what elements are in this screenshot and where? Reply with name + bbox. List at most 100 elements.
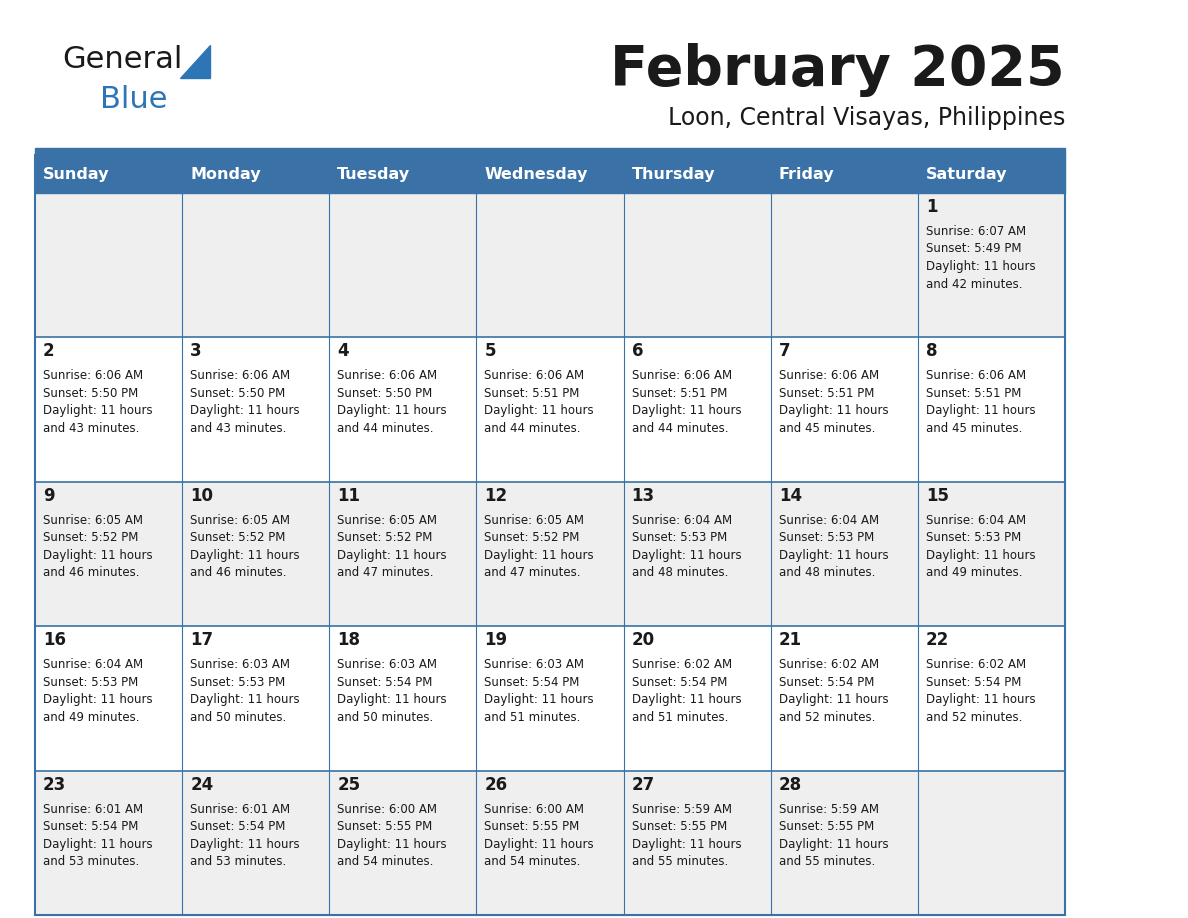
Bar [918, 338, 1064, 482]
Bar [918, 626, 1064, 770]
Text: Sunrise: 5:59 AM
Sunset: 5:55 PM
Daylight: 11 hours
and 55 minutes.: Sunrise: 5:59 AM Sunset: 5:55 PM Dayligh… [778, 802, 889, 868]
Text: Sunrise: 6:05 AM
Sunset: 5:52 PM
Daylight: 11 hours
and 46 minutes.: Sunrise: 6:05 AM Sunset: 5:52 PM Dayligh… [43, 514, 152, 579]
Bar [771, 193, 918, 338]
Text: General: General [62, 46, 183, 74]
Text: Monday: Monday [190, 166, 261, 182]
Text: Sunrise: 6:03 AM
Sunset: 5:54 PM
Daylight: 11 hours
and 50 minutes.: Sunrise: 6:03 AM Sunset: 5:54 PM Dayligh… [337, 658, 447, 723]
Text: Sunrise: 6:03 AM
Sunset: 5:53 PM
Daylight: 11 hours
and 50 minutes.: Sunrise: 6:03 AM Sunset: 5:53 PM Dayligh… [190, 658, 299, 723]
Bar [771, 770, 918, 915]
Text: February 2025: February 2025 [611, 43, 1064, 97]
Bar [476, 193, 624, 338]
Text: 3: 3 [190, 342, 202, 361]
Text: Sunrise: 6:06 AM
Sunset: 5:51 PM
Daylight: 11 hours
and 44 minutes.: Sunrise: 6:06 AM Sunset: 5:51 PM Dayligh… [485, 369, 594, 435]
Text: Sunrise: 6:07 AM
Sunset: 5:49 PM
Daylight: 11 hours
and 42 minutes.: Sunrise: 6:07 AM Sunset: 5:49 PM Dayligh… [925, 225, 1036, 290]
Polygon shape [181, 45, 210, 78]
Bar [182, 626, 329, 770]
Text: Sunrise: 6:04 AM
Sunset: 5:53 PM
Daylight: 11 hours
and 49 minutes.: Sunrise: 6:04 AM Sunset: 5:53 PM Dayligh… [925, 514, 1036, 579]
Text: 7: 7 [778, 342, 790, 361]
Bar [34, 482, 182, 626]
Bar [771, 338, 918, 482]
Text: Blue: Blue [100, 85, 168, 115]
Bar [182, 155, 329, 193]
Text: Sunrise: 5:59 AM
Sunset: 5:55 PM
Daylight: 11 hours
and 55 minutes.: Sunrise: 5:59 AM Sunset: 5:55 PM Dayligh… [632, 802, 741, 868]
Text: 19: 19 [485, 632, 507, 649]
Bar [34, 193, 182, 338]
Text: Sunrise: 6:04 AM
Sunset: 5:53 PM
Daylight: 11 hours
and 48 minutes.: Sunrise: 6:04 AM Sunset: 5:53 PM Dayligh… [632, 514, 741, 579]
Bar [34, 338, 182, 482]
Bar [329, 770, 476, 915]
Bar [182, 770, 329, 915]
Text: Sunrise: 6:01 AM
Sunset: 5:54 PM
Daylight: 11 hours
and 53 minutes.: Sunrise: 6:01 AM Sunset: 5:54 PM Dayligh… [43, 802, 152, 868]
Text: 15: 15 [925, 487, 949, 505]
Bar [182, 482, 329, 626]
Bar [771, 482, 918, 626]
Bar [624, 193, 771, 338]
Bar [476, 155, 624, 193]
Text: 20: 20 [632, 632, 655, 649]
Bar [34, 155, 1064, 915]
Text: Sunrise: 6:00 AM
Sunset: 5:55 PM
Daylight: 11 hours
and 54 minutes.: Sunrise: 6:00 AM Sunset: 5:55 PM Dayligh… [337, 802, 447, 868]
Bar [918, 482, 1064, 626]
Text: Sunrise: 6:06 AM
Sunset: 5:50 PM
Daylight: 11 hours
and 43 minutes.: Sunrise: 6:06 AM Sunset: 5:50 PM Dayligh… [190, 369, 299, 435]
Text: 14: 14 [778, 487, 802, 505]
Bar [476, 770, 624, 915]
Text: 9: 9 [43, 487, 55, 505]
Text: Sunrise: 6:03 AM
Sunset: 5:54 PM
Daylight: 11 hours
and 51 minutes.: Sunrise: 6:03 AM Sunset: 5:54 PM Dayligh… [485, 658, 594, 723]
Text: Sunrise: 6:06 AM
Sunset: 5:51 PM
Daylight: 11 hours
and 44 minutes.: Sunrise: 6:06 AM Sunset: 5:51 PM Dayligh… [632, 369, 741, 435]
Text: Sunday: Sunday [43, 166, 109, 182]
Bar [918, 155, 1064, 193]
Text: 23: 23 [43, 776, 67, 793]
Bar [329, 193, 476, 338]
Bar [34, 770, 182, 915]
Text: 27: 27 [632, 776, 655, 793]
Text: 12: 12 [485, 487, 507, 505]
Text: Sunrise: 6:06 AM
Sunset: 5:51 PM
Daylight: 11 hours
and 45 minutes.: Sunrise: 6:06 AM Sunset: 5:51 PM Dayligh… [925, 369, 1036, 435]
Text: 1: 1 [925, 198, 937, 216]
Text: 4: 4 [337, 342, 349, 361]
Text: 22: 22 [925, 632, 949, 649]
Text: 17: 17 [190, 632, 214, 649]
Text: 28: 28 [778, 776, 802, 793]
Bar [918, 193, 1064, 338]
Text: Sunrise: 6:02 AM
Sunset: 5:54 PM
Daylight: 11 hours
and 52 minutes.: Sunrise: 6:02 AM Sunset: 5:54 PM Dayligh… [778, 658, 889, 723]
Bar [476, 626, 624, 770]
Bar [34, 626, 182, 770]
Bar [771, 155, 918, 193]
Bar [624, 155, 771, 193]
Bar [624, 338, 771, 482]
Text: Friday: Friday [778, 166, 834, 182]
Text: Thursday: Thursday [632, 166, 715, 182]
Text: Sunrise: 6:06 AM
Sunset: 5:51 PM
Daylight: 11 hours
and 45 minutes.: Sunrise: 6:06 AM Sunset: 5:51 PM Dayligh… [778, 369, 889, 435]
Text: 18: 18 [337, 632, 360, 649]
Bar [329, 626, 476, 770]
Text: Sunrise: 6:06 AM
Sunset: 5:50 PM
Daylight: 11 hours
and 43 minutes.: Sunrise: 6:06 AM Sunset: 5:50 PM Dayligh… [43, 369, 152, 435]
Text: Sunrise: 6:05 AM
Sunset: 5:52 PM
Daylight: 11 hours
and 46 minutes.: Sunrise: 6:05 AM Sunset: 5:52 PM Dayligh… [190, 514, 299, 579]
Text: 16: 16 [43, 632, 67, 649]
Text: 26: 26 [485, 776, 507, 793]
Text: Sunrise: 6:04 AM
Sunset: 5:53 PM
Daylight: 11 hours
and 49 minutes.: Sunrise: 6:04 AM Sunset: 5:53 PM Dayligh… [43, 658, 152, 723]
Bar [476, 482, 624, 626]
Text: Sunrise: 6:05 AM
Sunset: 5:52 PM
Daylight: 11 hours
and 47 minutes.: Sunrise: 6:05 AM Sunset: 5:52 PM Dayligh… [337, 514, 447, 579]
Text: 25: 25 [337, 776, 360, 793]
Text: Sunrise: 6:04 AM
Sunset: 5:53 PM
Daylight: 11 hours
and 48 minutes.: Sunrise: 6:04 AM Sunset: 5:53 PM Dayligh… [778, 514, 889, 579]
Text: Sunrise: 6:06 AM
Sunset: 5:50 PM
Daylight: 11 hours
and 44 minutes.: Sunrise: 6:06 AM Sunset: 5:50 PM Dayligh… [337, 369, 447, 435]
Text: Saturday: Saturday [925, 166, 1007, 182]
Bar [182, 338, 329, 482]
Text: 11: 11 [337, 487, 360, 505]
Bar [918, 770, 1064, 915]
Text: 2: 2 [43, 342, 55, 361]
Text: 21: 21 [778, 632, 802, 649]
Text: Sunrise: 6:00 AM
Sunset: 5:55 PM
Daylight: 11 hours
and 54 minutes.: Sunrise: 6:00 AM Sunset: 5:55 PM Dayligh… [485, 802, 594, 868]
Text: 13: 13 [632, 487, 655, 505]
Bar [624, 482, 771, 626]
Bar [34, 148, 1064, 155]
Text: Tuesday: Tuesday [337, 166, 410, 182]
Bar [476, 338, 624, 482]
Bar [329, 338, 476, 482]
Text: Sunrise: 6:02 AM
Sunset: 5:54 PM
Daylight: 11 hours
and 52 minutes.: Sunrise: 6:02 AM Sunset: 5:54 PM Dayligh… [925, 658, 1036, 723]
Text: Loon, Central Visayas, Philippines: Loon, Central Visayas, Philippines [668, 106, 1064, 130]
Text: Sunrise: 6:05 AM
Sunset: 5:52 PM
Daylight: 11 hours
and 47 minutes.: Sunrise: 6:05 AM Sunset: 5:52 PM Dayligh… [485, 514, 594, 579]
Text: 24: 24 [190, 776, 214, 793]
Text: 6: 6 [632, 342, 643, 361]
Text: 5: 5 [485, 342, 495, 361]
